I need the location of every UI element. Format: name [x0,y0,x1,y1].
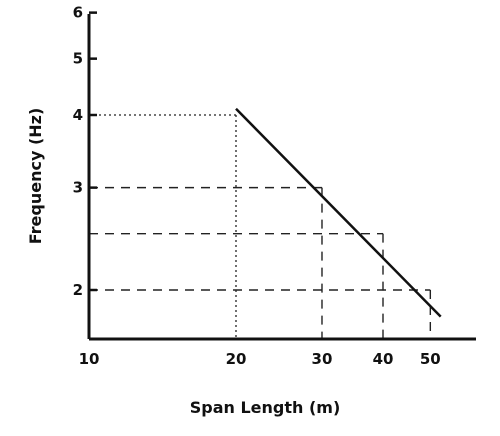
series-group [235,107,442,318]
y-ticks: 2 3 4 5 6 [73,4,97,299]
reference-lines [89,114,432,339]
axes [87,14,476,341]
y-axis-label: Frequency (Hz) [26,108,45,245]
x-axis-label: Span Length (m) [190,398,341,417]
x-tick-label: 50 [420,350,441,368]
y-tick-label: 5 [73,50,83,68]
x-tick-label: 20 [226,350,247,368]
y-tick-label: 4 [73,106,83,124]
x-tick-label: 30 [312,350,333,368]
x-tick-label: 10 [79,350,100,368]
y-tick-label: 6 [73,4,83,22]
x-ticks: 10 20 30 40 50 [79,350,441,368]
y-tick-label: 2 [73,281,83,299]
x-tick-label: 40 [373,350,394,368]
y-tick-label: 3 [73,179,83,197]
series-line [235,107,442,318]
